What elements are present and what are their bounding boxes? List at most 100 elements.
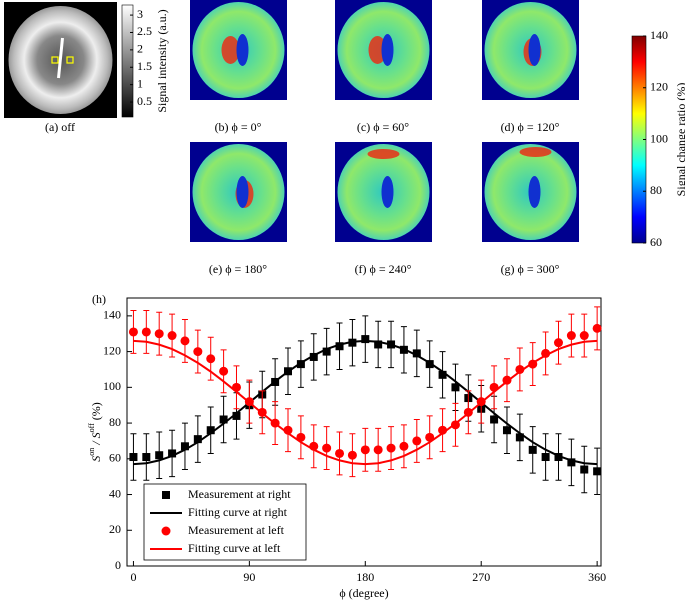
data-point: [438, 370, 447, 379]
legend-box: [143, 483, 307, 561]
panel-caption: (d) ϕ = 120°: [501, 120, 560, 134]
data-point: [206, 354, 216, 364]
image-panel: (f) ϕ = 240°: [335, 142, 432, 276]
data-point: [232, 411, 241, 420]
data-point: [425, 360, 434, 369]
legend-marker: [161, 526, 171, 536]
x-tick-label: 360: [588, 570, 606, 584]
data-point: [168, 449, 177, 458]
image-panel: (e) ϕ = 180°: [190, 142, 287, 276]
colorbar-label: Signal change ratio (%): [674, 83, 685, 197]
image-needle: [57, 37, 64, 79]
data-point: [154, 329, 164, 339]
y-axis-label-part: off: [87, 423, 96, 433]
data-point: [593, 467, 602, 476]
y-axis-label-part: / S: [89, 432, 103, 447]
legend: Measurement at right Fitting curve at rig…: [143, 483, 307, 561]
x-axis-label: ϕ (degree): [339, 586, 388, 600]
colorbar-tick-label: 120: [650, 80, 668, 94]
panel-label: (h): [92, 292, 106, 306]
data-point: [180, 336, 190, 346]
panel-caption: (c) ϕ = 60°: [357, 120, 409, 134]
red-region: [519, 147, 552, 157]
y-tick-label: 100: [103, 379, 121, 393]
data-point: [515, 364, 525, 374]
data-point: [322, 347, 331, 356]
colorbar: [121, 4, 134, 118]
colorbar-tick-label: 1.5: [137, 59, 152, 73]
data-point: [180, 442, 189, 451]
data-point: [361, 335, 370, 344]
data-point: [554, 453, 563, 462]
y-tick-label: 40: [109, 486, 121, 500]
colorbar-tick-label: 100: [650, 131, 668, 145]
blue-region: [528, 34, 541, 66]
data-point: [412, 436, 422, 446]
panel-caption: (b) ϕ = 0°: [215, 120, 262, 134]
data-point: [219, 415, 228, 424]
data-point: [322, 443, 332, 453]
x-tick-label: 180: [356, 570, 374, 584]
fit-curve: [133, 339, 598, 466]
data-point: [155, 451, 164, 460]
y-tick-label: 20: [109, 522, 121, 536]
data-point: [566, 331, 576, 341]
data-point: [142, 453, 151, 462]
panel-caption: (e) ϕ = 180°: [209, 262, 267, 276]
data-point: [141, 327, 151, 337]
data-point: [193, 435, 202, 444]
y-tick-label: 0: [115, 558, 121, 572]
panel-caption: (a) off: [45, 120, 75, 134]
data-point: [451, 383, 460, 392]
x-tick-label: 90: [243, 570, 255, 584]
colorbar-tick-label: 1: [137, 76, 143, 90]
colorbar-tick-label: 3: [137, 7, 143, 21]
image-panel: (d) ϕ = 120°: [482, 0, 579, 134]
data-point: [193, 347, 203, 357]
panel-caption: (f) ϕ = 240°: [355, 262, 412, 276]
red-region: [367, 149, 400, 159]
legend-marker: [162, 491, 170, 499]
image-panel: (b) ϕ = 0°: [190, 0, 287, 134]
colorbar-tick-label: 140: [650, 28, 668, 42]
image-panel: (a) off: [4, 2, 117, 134]
y-axis-label-part: on: [87, 448, 96, 456]
data-point: [528, 445, 537, 454]
y-axis-label-part: S: [89, 456, 103, 462]
data-point: [386, 443, 396, 453]
data-point: [373, 445, 383, 455]
data-point: [567, 458, 576, 467]
blue-region: [528, 176, 541, 208]
data-point: [412, 349, 421, 358]
blue-region: [381, 176, 394, 208]
data-point: [360, 445, 370, 455]
plot-frame: [126, 297, 602, 567]
data-point: [296, 360, 305, 369]
colorbar-tick-label: 2: [137, 42, 143, 56]
legend-label: Fitting curve at left: [188, 541, 281, 555]
colorbar-tick-label: 80: [650, 183, 662, 197]
y-tick-label: 80: [109, 415, 121, 429]
y-axis-label: Son / Soff (%): [87, 402, 103, 462]
colorbar-tick-label: 60: [650, 235, 662, 249]
data-point: [515, 433, 524, 442]
red-region: [368, 36, 387, 64]
data-point: [347, 450, 357, 460]
data-point: [219, 366, 229, 376]
data-point: [399, 441, 409, 451]
data-point: [502, 426, 511, 435]
colorbar-tick-label: 0.5: [137, 94, 152, 108]
y-tick-label: 60: [109, 451, 121, 465]
data-point: [335, 342, 344, 351]
colorbar-tick-label: 2.5: [137, 24, 152, 38]
y-tick-label: 120: [103, 343, 121, 357]
legend-label: Fitting curve at right: [188, 505, 288, 519]
x-tick-label: 0: [130, 570, 136, 584]
roi: [51, 56, 59, 64]
data-point: [592, 323, 602, 333]
data-point: [580, 465, 589, 474]
image-panel: (c) ϕ = 60°: [335, 0, 432, 134]
data-point: [553, 338, 563, 348]
data-point: [374, 340, 383, 349]
